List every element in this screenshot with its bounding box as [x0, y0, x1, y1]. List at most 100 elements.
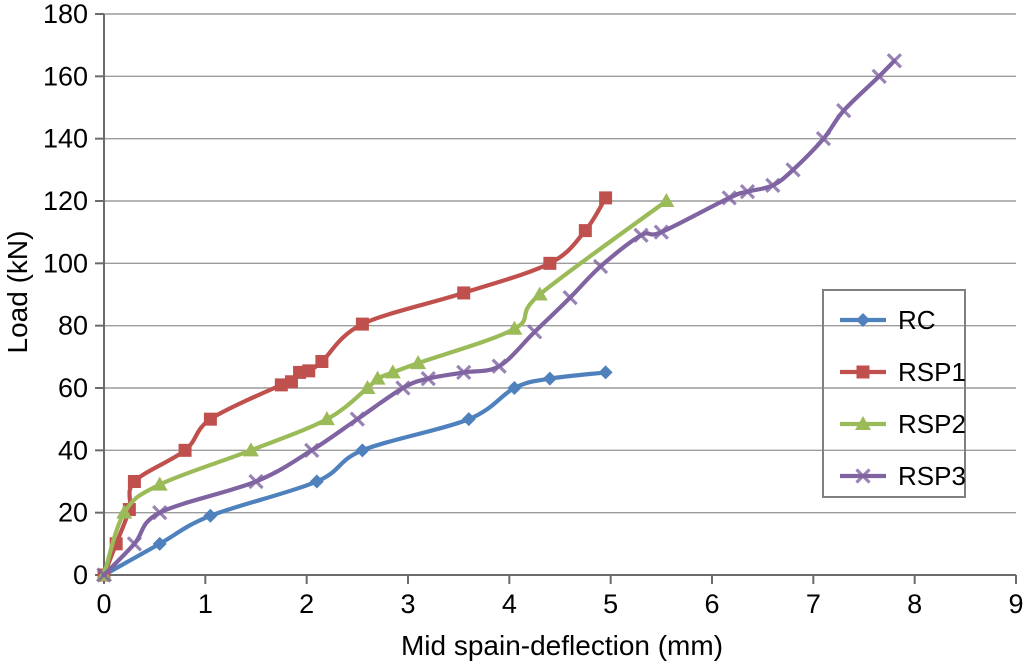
series-line-rc	[101, 370, 608, 578]
x-tick-label: 8	[907, 589, 922, 619]
legend: RC RSP1 RSP2 RSP3	[822, 289, 966, 498]
y-tick-label: 140	[43, 124, 88, 154]
x-marker	[304, 442, 320, 458]
square-marker	[355, 317, 369, 331]
diamond-marker	[542, 371, 557, 386]
y-tick-label: 80	[58, 311, 88, 341]
y-tick-label: 40	[58, 435, 88, 465]
triangle-marker	[116, 504, 133, 519]
x-marker	[855, 468, 871, 484]
x-marker	[395, 380, 411, 396]
square-marker	[457, 286, 471, 300]
x-marker	[562, 289, 578, 306]
square-marker	[599, 191, 613, 205]
series-rsp2	[96, 193, 675, 581]
x-marker	[456, 364, 472, 381]
series-line-rsp1	[101, 195, 608, 578]
y-tick-label: 180	[43, 0, 88, 29]
square-marker	[274, 378, 288, 392]
diamond-marker	[856, 313, 870, 327]
square-marker	[578, 224, 592, 238]
x-tick-label: 6	[704, 589, 719, 619]
square-marker	[203, 412, 217, 426]
triangle-marker	[384, 364, 401, 379]
x-marker	[420, 371, 436, 387]
diamond-marker	[203, 508, 218, 523]
x-tick-label: 7	[806, 589, 821, 619]
square-marker	[543, 256, 557, 270]
x-marker	[126, 536, 143, 552]
y-tick-label: 0	[73, 560, 88, 590]
x-tick-label: 9	[1008, 589, 1023, 619]
series-rsp1	[97, 191, 613, 582]
triangle-marker	[658, 193, 675, 207]
x-marker	[836, 102, 852, 119]
x-marker	[815, 131, 832, 147]
legend-marker-x-icon	[840, 468, 886, 484]
x-tick-label: 2	[299, 589, 314, 619]
legend-label: RSP1	[898, 357, 966, 387]
diamond-marker	[355, 443, 370, 458]
y-tick-label: 160	[43, 61, 88, 91]
diamond-marker	[461, 412, 476, 427]
square-marker	[127, 475, 141, 488]
y-axis-title: Load (kN)	[2, 230, 33, 354]
legend-label: RSP3	[898, 461, 966, 491]
x-tick-label: 5	[603, 589, 618, 619]
legend-marker-triangle-icon	[840, 416, 886, 430]
x-marker	[152, 505, 168, 521]
x-marker	[491, 358, 507, 374]
x-axis-title: Mid spain-deflection (mm)	[400, 630, 724, 661]
diamond-marker	[152, 536, 167, 551]
triangle-marker	[318, 411, 335, 426]
triangle-marker	[410, 355, 427, 370]
square-marker	[856, 365, 870, 379]
legend-item-rc: RC	[824, 297, 964, 343]
triangle-marker	[359, 380, 376, 394]
triangle-marker	[506, 320, 523, 335]
triangle-marker	[369, 370, 386, 385]
diamond-marker	[309, 474, 324, 489]
square-marker	[178, 443, 192, 457]
x-tick-label: 1	[198, 589, 213, 619]
legend-label: RSP2	[898, 409, 966, 439]
x-marker	[633, 227, 649, 243]
y-tick-label: 120	[43, 186, 88, 216]
x-marker	[349, 411, 365, 427]
x-tick-label: 0	[96, 589, 111, 619]
x-marker	[765, 177, 781, 194]
legend-marker-square-icon	[840, 365, 886, 379]
square-marker	[302, 364, 316, 378]
y-tick-label: 60	[58, 373, 88, 403]
triangle-marker	[151, 476, 168, 491]
x-marker	[886, 53, 903, 69]
diamond-marker	[598, 365, 613, 380]
x-marker	[592, 258, 609, 275]
x-marker	[739, 184, 756, 200]
diamond-marker	[507, 381, 522, 395]
x-marker	[785, 162, 801, 178]
x-tick-label: 4	[502, 589, 517, 619]
triangle-marker	[242, 442, 259, 457]
legend-marker-diamond-icon	[840, 313, 886, 327]
legend-item-rsp3: RSP3	[824, 453, 966, 499]
series-line-rsp3	[101, 58, 897, 578]
x-marker	[653, 224, 669, 240]
legend-label: RC	[898, 305, 936, 335]
x-marker	[248, 473, 264, 490]
y-tick-label: 100	[43, 248, 88, 278]
triangle-marker	[531, 286, 548, 301]
legend-item-rsp2: RSP2	[824, 401, 966, 447]
x-marker	[871, 68, 887, 84]
x-marker	[721, 190, 737, 206]
square-marker	[315, 355, 329, 369]
triangle-marker	[855, 416, 871, 430]
x-tick-label: 3	[400, 589, 415, 619]
x-marker	[527, 324, 543, 340]
series-rc	[97, 365, 613, 582]
x-marker	[96, 567, 112, 583]
y-tick-label: 20	[58, 498, 88, 528]
series-rsp3	[96, 53, 903, 583]
